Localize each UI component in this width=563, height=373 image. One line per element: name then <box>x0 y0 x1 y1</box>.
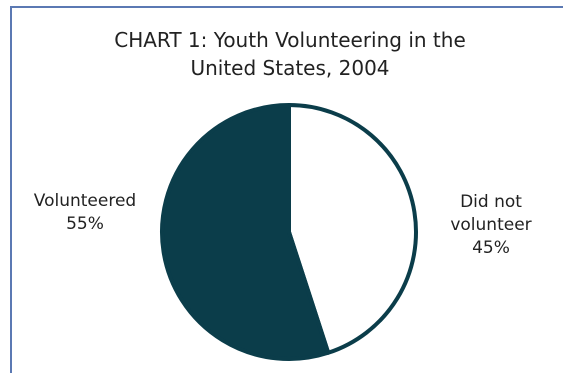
slice-label-volunteered: Volunteered 55% <box>30 190 140 236</box>
chart-title: CHART 1: Youth Volunteering in the Unite… <box>40 26 540 82</box>
pie-slice-1 <box>160 103 331 361</box>
slice-label-did-not-volunteer: Did not volunteer 45% <box>428 191 554 260</box>
chart-title-line-2: United States, 2004 <box>190 56 390 80</box>
frame-border-left <box>10 6 12 373</box>
pie-slice-0 <box>287 103 418 355</box>
frame-border-top <box>10 6 563 8</box>
slice-label-did-not-volunteer-value: 45% <box>472 238 510 258</box>
slice-label-did-not-volunteer-line-2: volunteer <box>450 215 532 235</box>
slice-label-volunteered-name: Volunteered <box>33 191 137 211</box>
chart-title-line-1: CHART 1: Youth Volunteering in the <box>114 28 466 52</box>
slice-label-did-not-volunteer-line-1: Did not <box>460 192 522 212</box>
slice-label-volunteered-value: 55% <box>66 214 104 234</box>
